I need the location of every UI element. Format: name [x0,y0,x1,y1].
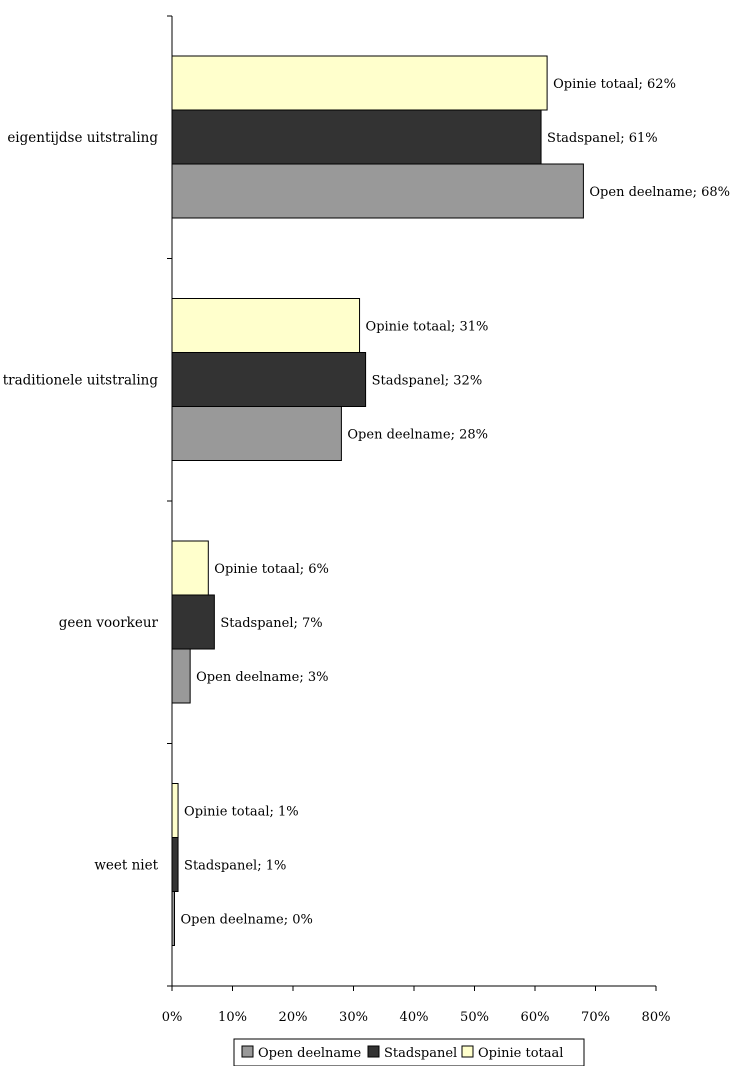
data-label: Stadspanel; 32% [372,374,483,389]
legend-swatch [367,1045,380,1058]
bar [171,891,175,946]
category-label: geen voorkeur [59,615,159,631]
data-label: Opinie totaal; 6% [214,562,329,577]
legend-swatch [461,1045,474,1058]
chart-bars [171,55,584,946]
x-tick-label: 0% [162,1010,183,1025]
legend-label: Stadspanel [384,1046,457,1061]
category-label: traditionele uitstraling [3,373,159,389]
x-tick-label: 20% [279,1010,308,1025]
x-tick-label: 70% [581,1010,610,1025]
chart-axes: 0% 10% 20% 30% 40% 50% 60% 70% 80% [162,15,671,1025]
legend-label: Open deelname [258,1046,361,1061]
legend-box [233,1038,585,1066]
bar [171,55,548,111]
bar [171,540,209,596]
chart-data-labels: eigentijdse uitstraling Opinie totaal; 62… [3,77,730,928]
x-tick-label: 50% [460,1010,489,1025]
legend-swatch [241,1045,254,1058]
category-label: weet niet [94,858,158,874]
bar [171,648,191,704]
data-label: Open deelname; 3% [196,670,328,685]
category-label: eigentijdse uitstraling [7,130,158,146]
bar [171,352,367,407]
data-label: Opinie totaal; 31% [366,320,489,335]
data-label: Open deelname; 68% [589,185,730,200]
x-tick-label: 10% [218,1010,247,1025]
bar [171,109,542,165]
data-label: Stadspanel; 1% [184,859,286,874]
bar [171,837,179,892]
x-tick-label: 60% [521,1010,550,1025]
chart-legend: Open deelname Stadspanel Opinie totaal [233,1038,585,1066]
bar [171,406,342,461]
x-tick-label: 80% [642,1010,671,1025]
data-label: Stadspanel; 61% [547,131,658,146]
x-tick-label: 40% [400,1010,429,1025]
data-label: Open deelname; 0% [181,913,313,928]
bar [171,783,179,838]
legend-label: Opinie totaal [478,1046,563,1061]
data-label: Opinie totaal; 62% [553,77,676,92]
data-label: Open deelname; 28% [347,428,488,443]
bar [171,594,215,650]
bar [171,298,361,353]
data-label: Stadspanel; 7% [220,616,322,631]
bar [171,163,584,219]
x-tick-label: 30% [339,1010,368,1025]
data-label: Opinie totaal; 1% [184,805,299,820]
